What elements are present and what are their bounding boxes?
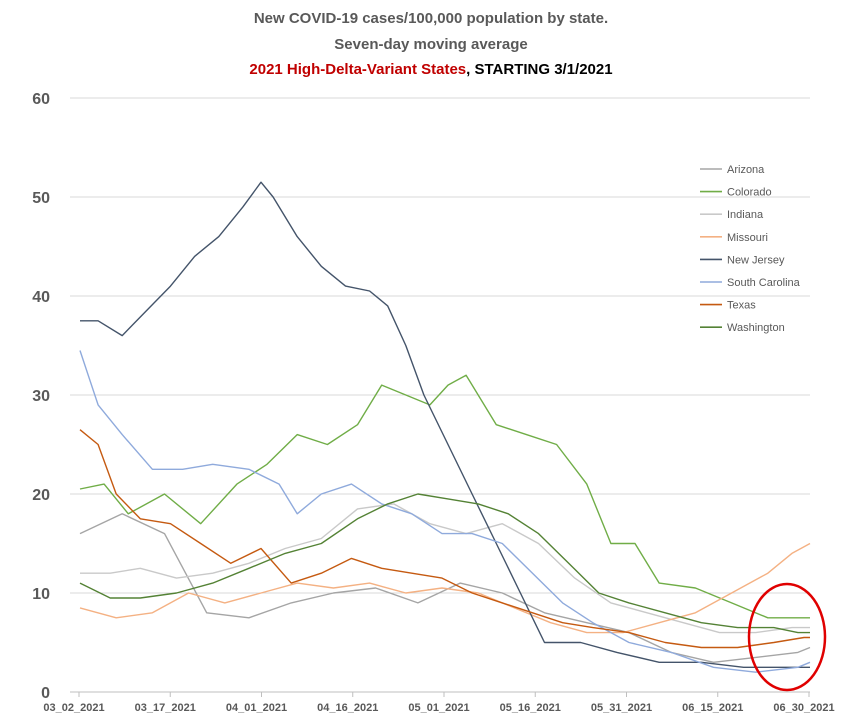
legend-label: Texas [727,300,756,312]
legend-label: Colorado [727,187,772,199]
series-line-missouri [79,542,811,634]
series-line-south-carolina [79,350,811,673]
legend-label: Indiana [727,209,764,221]
chart-subtitle: Seven-day moving average [334,36,528,53]
legend-label: Washington [727,322,785,334]
legend-label: New Jersey [727,254,785,266]
chart-subtitle-rest: , STARTING 3/1/2021 [466,61,613,78]
x-tick-label: 04_16_2021 [317,702,378,714]
series-line-arizona [79,513,811,663]
series-lines [79,181,811,673]
x-axis: 03_02_2021 03_17_2021 04_01_2021 04_16_2021… [43,692,835,714]
legend-label: South Carolina [727,277,801,289]
x-tick-label: 06_30_2021 [773,702,834,714]
chart-subtitle-2: 2021 High-Delta-Variant States, STARTING… [0,61,862,78]
x-tick-label: 05_01_2021 [408,702,469,714]
y-tick-label: 20 [32,487,50,504]
y-tick-label: 50 [32,190,50,207]
y-tick-label: 40 [32,289,50,306]
x-tick-label: 06_15_2021 [682,702,743,714]
series-line-colorado [79,374,810,619]
y-tick-label: 30 [32,388,50,405]
series-line-texas [79,429,810,649]
y-tick-label: 60 [32,91,50,108]
y-tick-label: 0 [41,685,50,702]
legend-label: Arizona [727,164,765,176]
legend-label: Missouri [727,232,768,244]
chart-title: New COVID-19 cases/100,000 population by… [253,10,609,27]
x-tick-label: 05_31_2021 [591,702,652,714]
series-line-new-jersey [80,181,810,668]
highlight-circle [747,582,827,692]
series-line-indiana [80,503,810,634]
series-line-washington [79,493,810,634]
legend: Arizona Colorado Indiana Missouri New Jersey… [700,164,801,334]
y-axis: 0 10 20 30 40 50 60 [32,91,50,702]
x-tick-label: 03_02_2021 [43,702,104,714]
y-tick-label: 10 [32,586,50,603]
gridlines [70,97,810,693]
x-tick-label: 05_16_2021 [500,702,561,714]
x-tick-label: 04_01_2021 [226,702,287,714]
x-tick-label: 03_17_2021 [135,702,196,714]
chart-subtitle-highlight: 2021 High-Delta-Variant States [249,61,467,78]
